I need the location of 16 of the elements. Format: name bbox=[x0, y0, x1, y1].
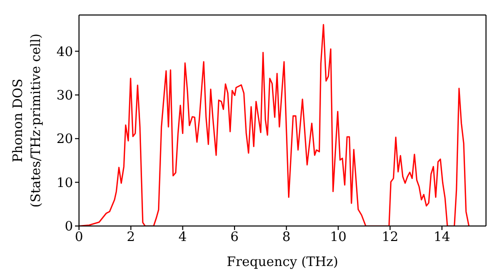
line-series bbox=[79, 24, 470, 226]
x-tick-label: 2 bbox=[126, 230, 135, 246]
x-tick-label: 10 bbox=[330, 230, 347, 246]
x-tick-label: 0 bbox=[74, 230, 84, 246]
y-tick-label: 10 bbox=[56, 176, 73, 191]
x-tick-label: 6 bbox=[230, 230, 239, 246]
y-tick-label: 20 bbox=[56, 132, 73, 148]
x-tick-label: 8 bbox=[282, 230, 291, 246]
x-axis-title: Frequency (THz) bbox=[226, 255, 338, 270]
x-tick-label: 14 bbox=[434, 230, 450, 246]
x-tick-label: 4 bbox=[178, 230, 187, 246]
y-axis-title: Phonon DOS (States/THz·primitive cell) bbox=[11, 33, 44, 208]
y-tick-label: 40 bbox=[56, 44, 73, 60]
y-tick-label: 0 bbox=[64, 220, 73, 235]
x-tick-label: 12 bbox=[382, 230, 398, 246]
y-tick-label: 30 bbox=[56, 88, 73, 104]
